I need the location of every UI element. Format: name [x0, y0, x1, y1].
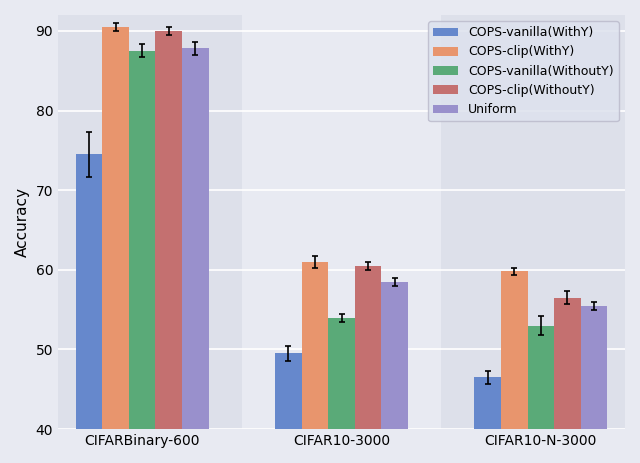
- Bar: [474, 377, 501, 463]
- Bar: [301, 262, 328, 463]
- Bar: [501, 271, 527, 463]
- Bar: [580, 306, 607, 463]
- Bar: [102, 27, 129, 463]
- Bar: [328, 318, 355, 463]
- Bar: [441, 15, 629, 429]
- Bar: [129, 51, 156, 463]
- Bar: [554, 298, 580, 463]
- Bar: [156, 31, 182, 463]
- Bar: [54, 15, 242, 429]
- Bar: [242, 15, 441, 429]
- Bar: [355, 266, 381, 463]
- Bar: [527, 325, 554, 463]
- Bar: [275, 353, 301, 463]
- Bar: [76, 154, 102, 463]
- Bar: [381, 282, 408, 463]
- Legend: COPS-vanilla(WithY), COPS-clip(WithY), COPS-vanilla(WithoutY), COPS-clip(Without: COPS-vanilla(WithY), COPS-clip(WithY), C…: [428, 21, 619, 121]
- Bar: [182, 49, 209, 463]
- Y-axis label: Accuracy: Accuracy: [15, 187, 30, 257]
